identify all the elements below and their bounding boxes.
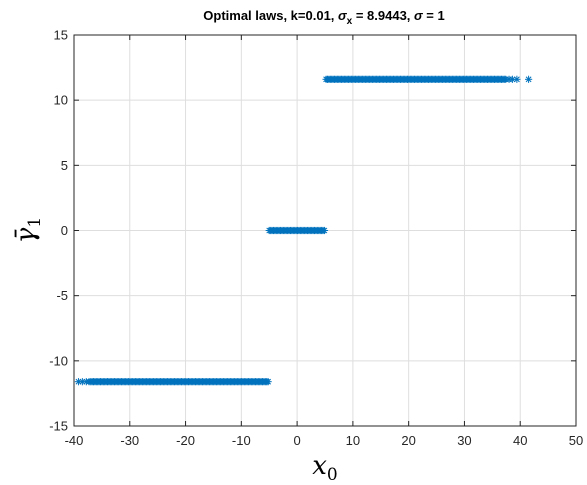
data-point [513,75,521,83]
data-point [85,378,93,386]
y-tick-label: 15 [54,28,68,43]
x-tick-label: 30 [457,433,471,448]
y-tick-label: 5 [61,158,68,173]
axis-ticks [73,34,577,427]
x-axis-label-base: x [312,451,327,481]
y-axis-label-base: γ̄ [11,227,41,243]
x-tick-label: -20 [176,433,195,448]
chart-title-mid: = 8.9443, [352,8,414,23]
y-axis-label-sub: 1 [25,217,45,228]
y-tick-label: 10 [54,93,68,108]
x-tick-label: 0 [293,433,300,448]
x-tick-label: -10 [232,433,251,448]
x-axis-label-sub: 0 [327,465,338,485]
chart-title: Optimal laws, k=0.01, σx = 8.9443, σ = 1 [203,8,444,27]
y-tick-label: -15 [49,419,68,434]
x-tick-label: 50 [569,433,583,448]
x-tick-label: 40 [513,433,527,448]
x-tick-labels: -40 -30 -20 -10 0 10 20 30 40 50 [65,433,584,448]
data-point [320,226,329,235]
y-tick-label: 0 [61,223,68,238]
chart-title-sigma: σ [338,8,348,23]
y-tick-label: -5 [56,288,68,303]
chart-title-prefix: Optimal laws, k=0.01, [203,8,338,23]
x-tick-label: 10 [346,433,360,448]
x-axis-label: x0 [312,451,338,485]
scatter-markers [74,75,533,386]
x-tick-label: -40 [65,433,84,448]
y-tick-label: -10 [49,353,68,368]
chart-title-sub-x: x [347,16,353,27]
chart-title-suffix: = 1 [423,8,445,23]
x-tick-label: 20 [401,433,415,448]
data-point [524,75,533,83]
data-point [264,378,272,386]
y-axis-label: γ̄1 [11,217,45,243]
x-tick-label: -30 [120,433,139,448]
chart-title-sigma2: σ [414,8,424,23]
y-tick-labels: -15 -10 -5 0 5 10 15 [49,28,68,434]
data-point [508,75,517,83]
